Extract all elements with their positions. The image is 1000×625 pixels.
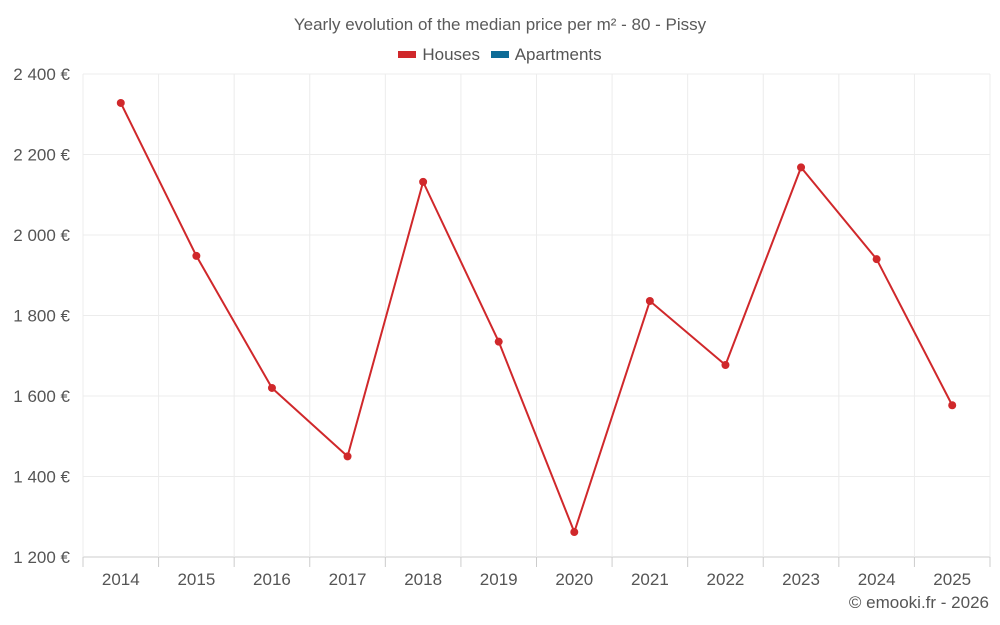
x-tick-label: 2021 <box>631 570 669 589</box>
credit-text: © emooki.fr - 2026 <box>848 593 989 612</box>
x-tick-label: 2015 <box>177 570 215 589</box>
y-tick-label: 1 600 € <box>13 387 70 406</box>
y-tick-label: 1 800 € <box>13 307 70 326</box>
legend: Houses Apartments <box>0 45 1000 65</box>
chart-title: Yearly evolution of the median price per… <box>293 15 707 34</box>
x-tick-label: 2018 <box>404 570 442 589</box>
data-point-houses-2023 <box>797 163 806 172</box>
x-tick-label: 2024 <box>858 570 896 589</box>
x-tick-label: 2025 <box>933 570 971 589</box>
y-tick-label: 2 000 € <box>13 226 70 245</box>
y-axis-labels: 1 200 € 1 400 € 1 600 € 1 800 € 2 000 € 2 200… <box>13 65 70 567</box>
data-point-houses-2017 <box>343 452 352 461</box>
legend-item-houses[interactable]: Houses <box>398 45 480 65</box>
x-tick-label: 2020 <box>555 570 593 589</box>
data-point-houses-2018 <box>419 177 428 186</box>
legend-swatch-apartments <box>490 50 509 58</box>
data-point-houses-2015 <box>192 251 201 260</box>
y-tick-label: 1 400 € <box>13 468 70 487</box>
data-point-houses-2022 <box>721 361 730 370</box>
y-tick-label: 1 200 € <box>13 548 70 567</box>
x-gridlines <box>82 74 991 557</box>
x-tick-label: 2019 <box>480 570 518 589</box>
legend-label-houses: Houses <box>422 45 480 64</box>
y-tick-label: 2 200 € <box>13 146 70 165</box>
legend-item-apartments[interactable]: Apartments <box>490 45 602 65</box>
x-tick-label: 2014 <box>102 570 140 589</box>
x-axis: 2014 2015 2016 2017 2018 2019 2020 2021 2022 2023… <box>82 557 991 589</box>
series-line-houses <box>119 102 954 534</box>
series-points <box>116 98 957 537</box>
series-lines <box>119 102 954 534</box>
data-point-houses-2019 <box>494 337 503 346</box>
data-point-houses-2021 <box>645 297 654 306</box>
x-tick-label: 2022 <box>707 570 745 589</box>
data-point-houses-2025 <box>948 401 957 410</box>
data-point-houses-2020 <box>570 528 579 537</box>
legend-label-apartments: Apartments <box>514 45 602 64</box>
x-tick-label: 2023 <box>782 570 820 589</box>
x-tick-label: 2016 <box>253 570 291 589</box>
x-tick-label: 2017 <box>329 570 367 589</box>
data-point-houses-2014 <box>116 98 125 107</box>
y-tick-label: 2 400 € <box>13 65 70 84</box>
data-point-houses-2016 <box>267 383 276 392</box>
data-point-houses-2024 <box>872 255 881 264</box>
legend-swatch-houses <box>398 50 417 58</box>
